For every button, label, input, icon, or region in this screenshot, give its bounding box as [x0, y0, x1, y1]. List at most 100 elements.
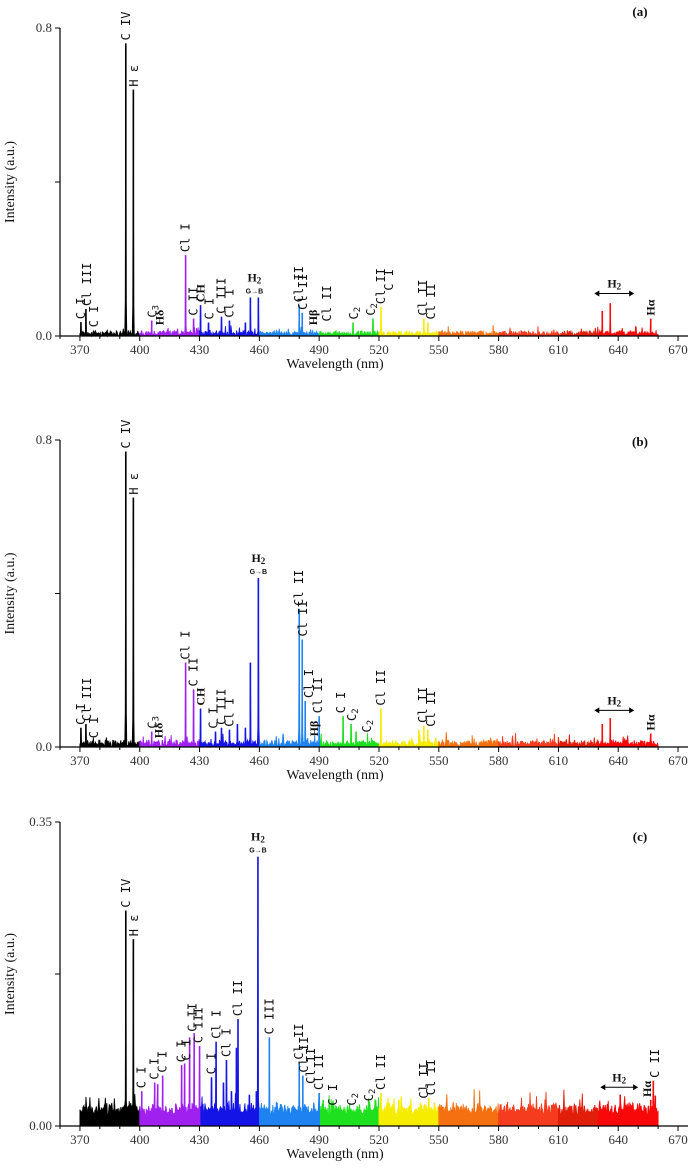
- annotation-label: Hα: [640, 1081, 654, 1097]
- x-tick-label: 430: [190, 753, 210, 768]
- annotation-h2: H2: [251, 830, 265, 845]
- panel-label: (b): [632, 434, 648, 449]
- x-tick-label: 580: [489, 1132, 509, 1147]
- spectrum-band-610-630: [557, 326, 599, 338]
- annotation-label: Cl III: [80, 678, 94, 721]
- panel-label: (c): [633, 829, 647, 844]
- annotation-label: Cl II: [416, 687, 430, 723]
- annotation-label: Hδ: [153, 310, 167, 326]
- annotation-label: Cl II: [320, 285, 334, 321]
- y-tick-label: 0.8: [36, 20, 52, 35]
- annotation-label: C II: [187, 658, 201, 687]
- x-tick-label: 490: [309, 753, 329, 768]
- x-tick-label: 670: [668, 753, 688, 768]
- x-tick-label: 370: [70, 753, 90, 768]
- arrow-left-icon: [594, 707, 600, 714]
- x-tick-label: 520: [369, 342, 389, 357]
- annotation-g-to-b: G→B: [249, 848, 267, 855]
- spectrum-band-630-660: [597, 718, 659, 748]
- x-axis-title: Wavelength (nm): [286, 357, 384, 372]
- y-tick-label: 0.0: [36, 739, 52, 754]
- annotation-h2: H2: [251, 551, 265, 566]
- annotation-label: C III: [192, 1007, 206, 1043]
- annotation-label: Cl II: [292, 570, 306, 606]
- spectrum-band-430-460: [199, 856, 260, 1127]
- annotation-label: Cl III: [80, 263, 94, 306]
- y-axis-title: Intensity (a.u.): [3, 552, 18, 634]
- spectrum-band-550-580: [438, 732, 500, 748]
- annotation-label: C I: [326, 1084, 340, 1106]
- annotation-label: Hδ: [152, 723, 166, 739]
- x-tick-label: 490: [309, 342, 329, 357]
- x-tick-label: 520: [369, 753, 389, 768]
- annotation-label: C2: [362, 1089, 378, 1102]
- x-tick-label: 550: [429, 342, 449, 357]
- annotation-label: C I: [180, 1039, 194, 1061]
- x-tick-label: 640: [608, 753, 628, 768]
- annotation-label: Cl II: [311, 677, 325, 713]
- panel-label: (a): [632, 4, 647, 19]
- annotation-label: Cl I: [222, 289, 236, 318]
- annotation-label: C I: [156, 1051, 170, 1073]
- x-tick-label: 370: [70, 342, 90, 357]
- x-tick-label: 460: [250, 753, 270, 768]
- annotation-label: Cl I: [179, 631, 193, 660]
- x-tick-label: 460: [250, 1132, 270, 1147]
- x-tick-label: 610: [549, 1132, 569, 1147]
- annotation-label: C III: [214, 278, 228, 314]
- y-tick-label: 0.8: [36, 432, 52, 447]
- annotation-h2-range: H2: [612, 1070, 626, 1085]
- arrow-left-icon: [600, 1084, 606, 1091]
- x-tick-label: 400: [130, 1132, 150, 1147]
- annotation-label: C I: [148, 1058, 162, 1080]
- annotation-label: C I: [382, 269, 396, 291]
- annotation-label: C I: [203, 298, 217, 320]
- x-axis-title: Wavelength (nm): [286, 768, 384, 783]
- annotation-label: C3: [146, 716, 162, 729]
- annotation-label: C2: [360, 720, 376, 733]
- annotation-label: C I: [334, 692, 348, 714]
- x-tick-label: 670: [668, 342, 688, 357]
- spectrum-band-490-520: [318, 1092, 380, 1127]
- arrow-left-icon: [594, 290, 600, 297]
- peak-marks: [124, 856, 657, 1126]
- annotation-label: C IV: [119, 879, 133, 908]
- annotation-label: Cl II: [424, 691, 438, 727]
- annotation-label: Cl II: [297, 1036, 311, 1072]
- annotation-label: C2: [345, 708, 361, 721]
- annotation-label: C2: [345, 1093, 361, 1106]
- spectrum-band-460-490: [258, 305, 320, 338]
- annotation-label: Hβ: [306, 310, 320, 326]
- spectrum-band-610-630: [557, 1089, 599, 1127]
- spectrum-band-370-400: [79, 910, 141, 1127]
- annotation-label: C I: [135, 1067, 149, 1089]
- annotation-label: Hβ: [307, 721, 321, 737]
- annotation-label: C I: [207, 707, 221, 729]
- x-tick-label: 550: [429, 1132, 449, 1147]
- annotation-label: CH: [194, 687, 208, 706]
- spectrum-band-580-610: [498, 326, 559, 338]
- annotation-label: C2: [347, 307, 363, 320]
- annotation-label: H ε: [127, 65, 141, 87]
- annotation-label: Cl II: [417, 1063, 431, 1099]
- peak-marks: [80, 43, 652, 336]
- x-tick-label: 640: [608, 1132, 628, 1147]
- y-tick-label: 0.00: [29, 1118, 52, 1133]
- annotation-label: C3: [146, 305, 162, 318]
- annotation-label: C I: [74, 297, 88, 319]
- x-tick-label: 520: [369, 1132, 389, 1147]
- annotation-label: C2: [364, 303, 380, 316]
- annotation-h2-range: H2: [607, 277, 621, 292]
- spectrum-band-630-660: [597, 1080, 659, 1127]
- annotation-label: Cl II: [374, 268, 388, 304]
- annotation-label: Cl I: [302, 669, 316, 698]
- axes: 370 400 430 460 490 520 550 580 610 640 670 0.0 0.8 W…: [3, 20, 688, 372]
- arrow-right-icon: [629, 290, 635, 297]
- annotation-label: C IV: [119, 11, 133, 40]
- x-tick-label: 550: [429, 753, 449, 768]
- spectrum-band-580-610: [498, 732, 559, 749]
- annotation-g-to-b: G→B: [250, 569, 268, 576]
- spectrum-series: [79, 856, 659, 1127]
